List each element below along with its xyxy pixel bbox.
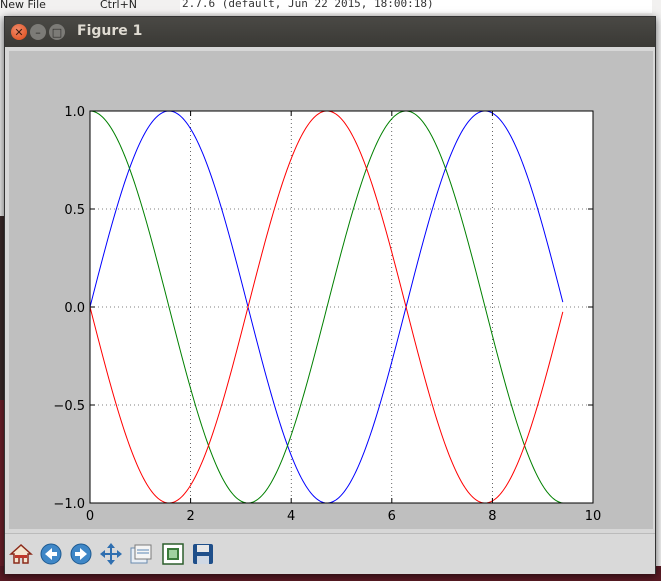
new-file-shortcut: Ctrl+N	[100, 0, 138, 11]
maximize-button[interactable]: □	[49, 24, 65, 40]
zoom-icon	[130, 544, 152, 564]
navigation-toolbar	[5, 533, 655, 574]
series-line-2	[89, 110, 563, 504]
terminal-output-line: 2.7.6 (default, Jun 22 2015, 18:00:18)	[180, 0, 652, 13]
forward-button[interactable]	[67, 540, 95, 568]
y-tick-label: 0.5	[64, 203, 85, 218]
minimize-icon: –	[35, 25, 41, 39]
figure-canvas[interactable]: 0 2 4 6 8 10 1.0 0.5 0.0 −0.5 −1.0	[9, 51, 653, 529]
x-tick-label: 10	[585, 509, 602, 524]
window-title: Figure 1	[77, 23, 143, 39]
y-tick-label: 1.0	[64, 105, 85, 120]
y-tick-label: −1.0	[53, 497, 85, 512]
minimize-button[interactable]: –	[30, 24, 46, 40]
background-app-strip: New File Ctrl+N 2.7.6 (default, Jun 22 2…	[0, 0, 661, 16]
x-tick-label: 8	[488, 509, 496, 524]
close-button[interactable]: ✕	[11, 24, 27, 40]
background-window-edge-right	[654, 16, 661, 581]
plot-area	[90, 111, 593, 503]
line-plot: 0 2 4 6 8 10 1.0 0.5 0.0 −0.5 −1.0	[53, 105, 602, 524]
home-button[interactable]	[7, 540, 35, 568]
close-icon: ✕	[14, 25, 24, 39]
new-file-menu-item[interactable]: New File	[0, 0, 46, 11]
x-tick-label: 6	[388, 509, 396, 524]
title-bar[interactable]: ✕ – □ Figure 1	[5, 17, 655, 47]
y-tick-label: 0.0	[64, 301, 85, 316]
y-tick-label: −0.5	[53, 399, 85, 414]
save-icon	[193, 544, 213, 564]
back-icon	[40, 543, 62, 565]
save-button[interactable]	[189, 540, 217, 568]
x-tick-label: 2	[186, 509, 194, 524]
figure-window: ✕ – □ Figure 1 0 2 4 6 8 10 1.0 0.5 0.0 −0.5 −1.0	[4, 16, 656, 574]
x-tick-label: 4	[287, 509, 295, 524]
home-icon	[9, 543, 33, 564]
zoom-button[interactable]	[127, 540, 155, 568]
subplots-icon	[162, 543, 184, 565]
pan-icon	[100, 543, 122, 565]
back-button[interactable]	[37, 540, 65, 568]
forward-icon	[70, 543, 92, 565]
pan-button[interactable]	[97, 540, 125, 568]
x-tick-label: 0	[86, 509, 94, 524]
maximize-icon: □	[51, 25, 63, 39]
subplots-button[interactable]	[159, 540, 187, 568]
